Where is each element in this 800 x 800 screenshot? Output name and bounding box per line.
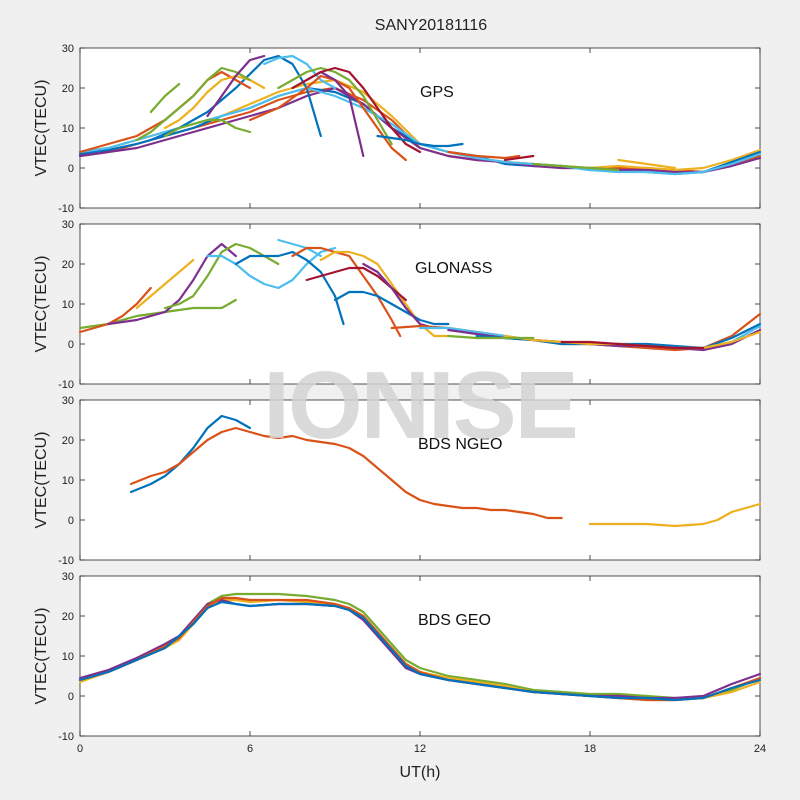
y-tick-label: 10 [62,651,74,663]
y-tick-label: 10 [62,475,74,487]
series-line [135,258,195,310]
series-line [206,54,266,118]
y-axis-label: VTEC(TECU) [33,608,50,705]
series-line [376,134,464,148]
series-line [277,238,322,258]
panel-annotation: BDS NGEO [418,436,502,453]
y-tick-label: 20 [62,611,74,623]
x-axis-label: UT(h) [400,764,441,781]
series-line [78,600,762,702]
plot-area [79,399,761,561]
panel-annotation: GPS [420,84,454,101]
series-line [163,118,252,138]
y-axis-label: VTEC(TECU) [33,80,50,177]
y-tick-label: 20 [62,435,74,447]
series-line [78,286,152,334]
y-tick-label: 0 [68,515,74,527]
series-line [277,66,393,146]
series-line [234,250,345,326]
series-line [263,54,337,90]
series-line [447,150,521,160]
y-tick-label: 10 [62,299,74,311]
y-tick-label: 0 [68,691,74,703]
series-line [206,246,337,290]
series-line [503,154,535,162]
panel-glonass: -10 0 10 20 30 VTEC(TECU) GLONASS [33,219,762,391]
series-line [362,262,436,330]
series-line [163,242,280,310]
panel-gps: -10 0 10 20 30 VTEC(TECU) GPS [33,43,762,215]
y-tick-label: -10 [58,555,74,567]
series-line [291,66,422,154]
y-axis-label: VTEC(TECU) [33,432,50,529]
y-tick-label: 30 [62,571,74,583]
series-line [588,502,762,528]
series-line [149,54,322,142]
panel-bds-ngeo: -10 0 10 20 30 VTEC(TECU) BDS NGEO [33,395,762,567]
y-tick-label: 20 [62,83,74,95]
x-tick-label: 12 [414,743,426,755]
y-tick-label: 30 [62,43,74,55]
y-tick-label: -10 [58,731,74,743]
panel-annotation: BDS GEO [418,612,491,629]
series-line [78,86,762,174]
x-tick-label: 0 [77,743,83,755]
x-tick-label: 6 [247,743,253,755]
y-tick-label: 0 [68,163,74,175]
y-tick-label: 10 [62,123,74,135]
y-axis-label: VTEC(TECU) [33,256,50,353]
series-line [319,250,450,338]
series-line [107,242,237,326]
series-line [532,162,620,172]
series-line [129,414,252,494]
series-line [617,158,677,170]
y-tick-label: -10 [58,379,74,391]
series-line [135,66,252,142]
series-group [78,238,762,352]
y-tick-label: -10 [58,203,74,215]
y-tick-label: 20 [62,259,74,271]
y-tick-label: 30 [62,395,74,407]
series-group [78,592,762,702]
plot-area [79,575,761,737]
series-line [78,598,762,700]
chart-title: SANY20181116 [375,17,487,34]
x-tick-label: 24 [754,743,766,755]
series-line [447,334,535,340]
series-line [129,426,563,520]
panel-annotation: GLONASS [415,260,492,277]
y-tick-label: 30 [62,219,74,231]
series-line [149,82,181,114]
y-tick-label: 0 [68,339,74,351]
series-group [129,414,762,528]
x-tick-label: 18 [584,743,596,755]
series-line [560,340,705,350]
series-group [78,54,762,176]
watermark: IONISE [263,352,576,459]
series-line [291,246,402,338]
series-line [333,290,450,326]
